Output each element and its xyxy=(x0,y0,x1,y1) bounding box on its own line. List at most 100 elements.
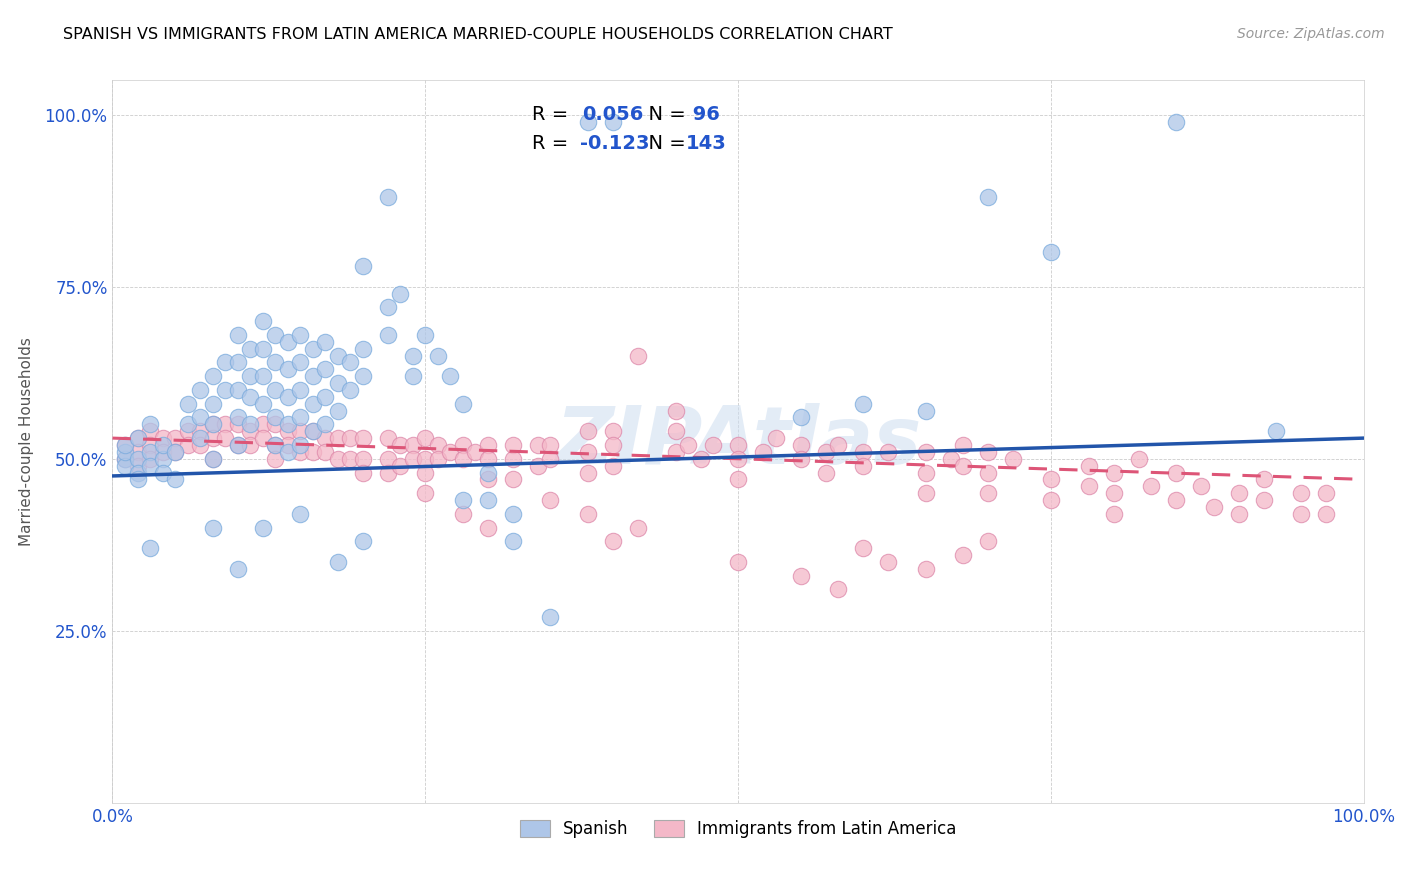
Point xyxy=(1164,466,1187,480)
Point xyxy=(727,472,749,486)
Point xyxy=(502,472,524,486)
Point xyxy=(314,334,336,349)
Point xyxy=(114,438,136,452)
Point xyxy=(538,610,561,624)
Point xyxy=(451,493,474,508)
Point xyxy=(176,438,198,452)
Point xyxy=(201,369,224,384)
Point xyxy=(664,403,686,417)
Point xyxy=(352,342,374,356)
Point xyxy=(1140,479,1163,493)
Point xyxy=(426,349,449,363)
Point xyxy=(290,438,312,452)
Text: N =: N = xyxy=(636,134,692,153)
Point xyxy=(314,390,336,404)
Point xyxy=(689,451,711,466)
Point xyxy=(239,417,262,432)
Point xyxy=(977,445,1000,459)
Point xyxy=(477,493,499,508)
Point xyxy=(814,445,837,459)
Point xyxy=(252,520,274,534)
Point xyxy=(977,466,1000,480)
Point xyxy=(188,438,211,452)
Point xyxy=(252,314,274,328)
Point xyxy=(664,424,686,438)
Point xyxy=(127,466,149,480)
Point xyxy=(377,451,399,466)
Point xyxy=(451,438,474,452)
Point xyxy=(576,507,599,521)
Point xyxy=(1102,466,1125,480)
Point xyxy=(451,397,474,411)
Point xyxy=(127,451,149,466)
Point xyxy=(852,445,875,459)
Point xyxy=(439,369,461,384)
Point xyxy=(377,431,399,445)
Point xyxy=(214,355,236,369)
Point xyxy=(1128,451,1150,466)
Text: -0.123: -0.123 xyxy=(581,134,650,153)
Point xyxy=(127,431,149,445)
Point xyxy=(413,486,436,500)
Point xyxy=(402,369,425,384)
Point xyxy=(226,438,249,452)
Point xyxy=(252,417,274,432)
Point xyxy=(201,451,224,466)
Point xyxy=(977,190,1000,204)
Point xyxy=(252,369,274,384)
Point xyxy=(389,286,412,301)
Point xyxy=(602,424,624,438)
Point xyxy=(214,431,236,445)
Point xyxy=(152,445,174,459)
Point xyxy=(352,431,374,445)
Point xyxy=(1039,245,1063,260)
Point xyxy=(226,327,249,342)
Point xyxy=(627,520,650,534)
Point xyxy=(339,355,361,369)
Point xyxy=(1291,486,1313,500)
Point xyxy=(576,424,599,438)
Point xyxy=(127,458,149,473)
Point xyxy=(538,493,561,508)
Point xyxy=(264,417,287,432)
Point xyxy=(152,466,174,480)
Point xyxy=(163,472,186,486)
Point xyxy=(239,390,262,404)
Point xyxy=(377,190,399,204)
Text: 0.056: 0.056 xyxy=(582,105,643,124)
Point xyxy=(939,451,962,466)
Point xyxy=(176,397,198,411)
Point xyxy=(426,451,449,466)
Point xyxy=(264,410,287,425)
Point xyxy=(915,466,938,480)
Point xyxy=(727,438,749,452)
Point xyxy=(1227,486,1250,500)
Point xyxy=(114,458,136,473)
Point xyxy=(790,438,813,452)
Point xyxy=(127,472,149,486)
Point xyxy=(152,451,174,466)
Point xyxy=(413,466,436,480)
Point xyxy=(301,424,323,438)
Point xyxy=(226,383,249,397)
Point xyxy=(163,431,186,445)
Point xyxy=(451,451,474,466)
Point xyxy=(389,438,412,452)
Point xyxy=(1077,458,1099,473)
Text: N =: N = xyxy=(636,105,692,124)
Text: R =: R = xyxy=(531,134,574,153)
Point xyxy=(239,438,262,452)
Point xyxy=(477,520,499,534)
Point xyxy=(139,541,162,556)
Point xyxy=(277,362,299,376)
Point xyxy=(264,451,287,466)
Point xyxy=(252,342,274,356)
Point xyxy=(1202,500,1225,514)
Point xyxy=(602,438,624,452)
Point xyxy=(114,451,136,466)
Point xyxy=(627,349,650,363)
Point xyxy=(152,438,174,452)
Point xyxy=(877,555,900,569)
Point xyxy=(602,114,624,128)
Point xyxy=(538,438,561,452)
